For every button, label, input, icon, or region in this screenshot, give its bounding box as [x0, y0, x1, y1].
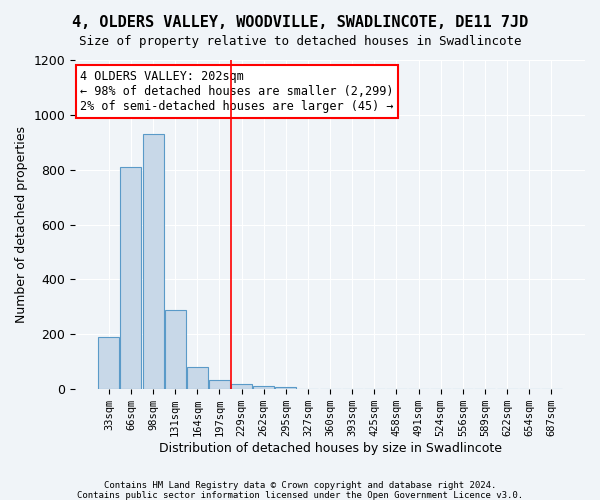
Bar — [164, 310, 186, 389]
Text: Contains HM Land Registry data © Crown copyright and database right 2024.: Contains HM Land Registry data © Crown c… — [104, 481, 496, 490]
Bar — [187, 368, 208, 389]
Bar — [231, 384, 252, 389]
Text: 4 OLDERS VALLEY: 202sqm
← 98% of detached houses are smaller (2,299)
2% of semi-: 4 OLDERS VALLEY: 202sqm ← 98% of detache… — [80, 70, 394, 113]
Text: Size of property relative to detached houses in Swadlincote: Size of property relative to detached ho… — [79, 35, 521, 48]
Bar — [253, 386, 274, 389]
Bar — [121, 167, 142, 389]
Bar — [98, 337, 119, 389]
Bar — [143, 134, 164, 389]
Y-axis label: Number of detached properties: Number of detached properties — [15, 126, 28, 323]
Bar — [209, 380, 230, 389]
Bar — [275, 387, 296, 389]
Text: 4, OLDERS VALLEY, WOODVILLE, SWADLINCOTE, DE11 7JD: 4, OLDERS VALLEY, WOODVILLE, SWADLINCOTE… — [72, 15, 528, 30]
X-axis label: Distribution of detached houses by size in Swadlincote: Distribution of detached houses by size … — [158, 442, 502, 455]
Text: Contains public sector information licensed under the Open Government Licence v3: Contains public sector information licen… — [77, 491, 523, 500]
